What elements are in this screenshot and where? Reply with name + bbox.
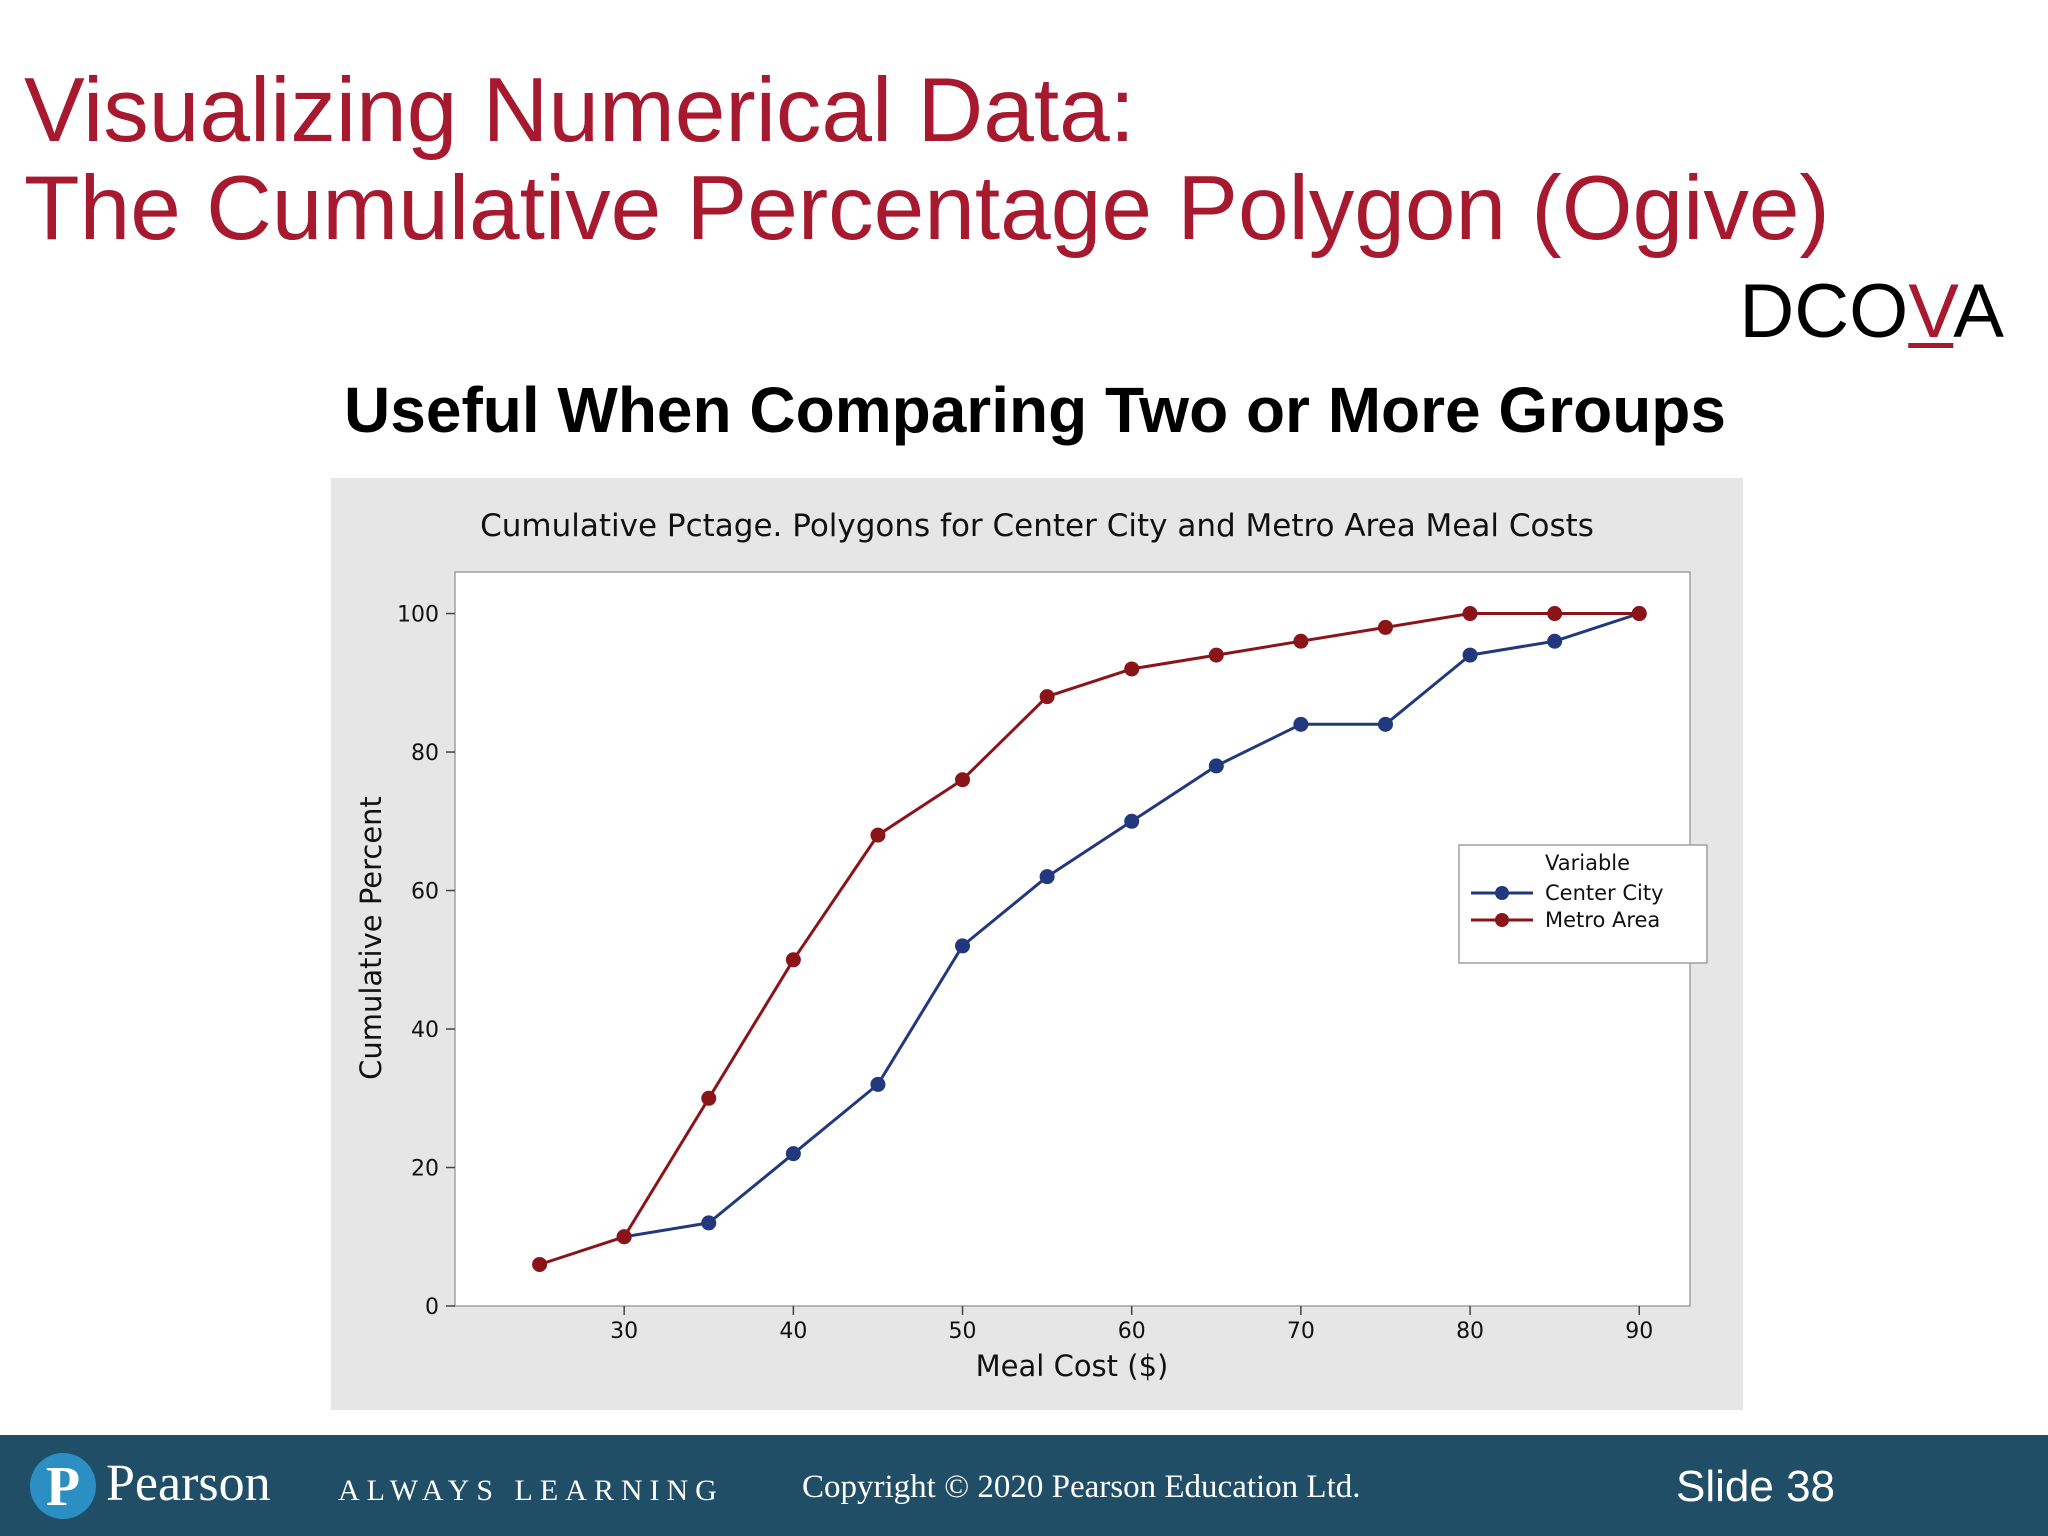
data-point-metro-area: [1462, 606, 1478, 622]
slide-title-line-2: The Cumulative Percentage Polygon (Ogive…: [24, 158, 1830, 259]
data-point-metro-area: [785, 952, 801, 968]
copyright-text: Copyright © 2020 Pearson Education Ltd.: [802, 1469, 1361, 1505]
y-tick-label: 40: [411, 1018, 439, 1043]
legend-entry: Metro Area: [1545, 908, 1660, 932]
dcova-after: A: [1953, 269, 2004, 354]
data-point-metro-area: [1631, 606, 1647, 622]
data-point-center-city: [1039, 869, 1055, 885]
data-point-center-city: [1124, 813, 1140, 829]
series-layer: [532, 606, 1647, 1272]
legend-box: [1458, 844, 1708, 964]
legend-entry: Center City: [1545, 881, 1664, 905]
y-axis-label: Cumulative Percent: [354, 796, 388, 1080]
data-point-metro-area: [701, 1090, 717, 1106]
y-tick-label: 80: [411, 741, 439, 766]
pearson-brand: Pearson: [106, 1455, 271, 1512]
y-tick-label: 60: [411, 880, 439, 905]
data-point-metro-area: [1208, 647, 1224, 663]
x-tick-label: 50: [949, 1319, 977, 1344]
data-point-metro-area: [1547, 606, 1563, 622]
legend-items: Center City Metro Area: [1471, 881, 1664, 932]
y-tick-label: 100: [397, 603, 439, 628]
data-point-center-city: [785, 1146, 801, 1162]
chart-axes: 30 40 50 60 70 80 90 0 20 40 60 80 100: [397, 603, 1653, 1344]
dcova-before: DCO: [1739, 269, 1909, 354]
slide-number: Slide 38: [1676, 1462, 1836, 1511]
x-tick-label: 60: [1118, 1319, 1146, 1344]
data-point-center-city: [1377, 716, 1393, 732]
x-tick-label: 70: [1287, 1319, 1315, 1344]
series-line-metro-area: [539, 612, 1640, 1266]
legend-marker: [1495, 886, 1509, 900]
chart-title: Cumulative Pctage. Polygons for Center C…: [480, 508, 1594, 544]
chart-legend: Variable Center City Metro Area: [1458, 844, 1708, 964]
ogive-chart: Cumulative Pctage. Polygons for Center C…: [331, 478, 1743, 1410]
data-point-center-city: [1293, 716, 1309, 732]
data-point-metro-area: [870, 827, 886, 843]
slide-title: Visualizing Numerical Data: The Cumulati…: [24, 62, 1830, 258]
series-metro-area: [532, 606, 1647, 1272]
slide-subtitle: Useful When Comparing Two or More Groups: [344, 374, 1726, 446]
dcova-highlight: V: [1908, 269, 1954, 354]
data-point-center-city: [955, 938, 971, 954]
data-point-metro-area: [1124, 661, 1140, 677]
data-point-center-city: [1208, 758, 1224, 774]
legend-title: Variable: [1545, 851, 1630, 875]
x-tick-label: 90: [1625, 1319, 1653, 1344]
data-point-center-city: [1547, 633, 1563, 649]
y-tick-label: 0: [425, 1295, 439, 1320]
footer-bar: P Pearson ALWAYS LEARNING Copyright © 20…: [0, 1435, 2048, 1536]
x-axis-label: Meal Cost ($): [976, 1349, 1169, 1383]
x-tick-label: 40: [779, 1319, 807, 1344]
data-point-metro-area: [1377, 619, 1393, 635]
data-point-metro-area: [532, 1256, 548, 1272]
pearson-logo-icon: P: [30, 1453, 96, 1519]
data-point-center-city: [1462, 647, 1478, 663]
data-point-metro-area: [1293, 633, 1309, 649]
data-point-center-city: [701, 1215, 717, 1231]
data-point-metro-area: [1039, 689, 1055, 705]
x-tick-label: 80: [1456, 1319, 1484, 1344]
legend-marker: [1495, 913, 1509, 927]
slide-title-line-1: Visualizing Numerical Data:: [24, 60, 1136, 161]
x-tick-label: 30: [610, 1319, 638, 1344]
tagline: ALWAYS LEARNING: [338, 1474, 724, 1507]
data-point-metro-area: [616, 1229, 632, 1245]
chart-container: Cumulative Pctage. Polygons for Center C…: [331, 478, 1743, 1410]
data-point-metro-area: [955, 772, 971, 788]
dcova-label: DCOVA: [1739, 272, 2004, 352]
data-point-center-city: [870, 1076, 886, 1092]
y-tick-label: 20: [411, 1157, 439, 1182]
